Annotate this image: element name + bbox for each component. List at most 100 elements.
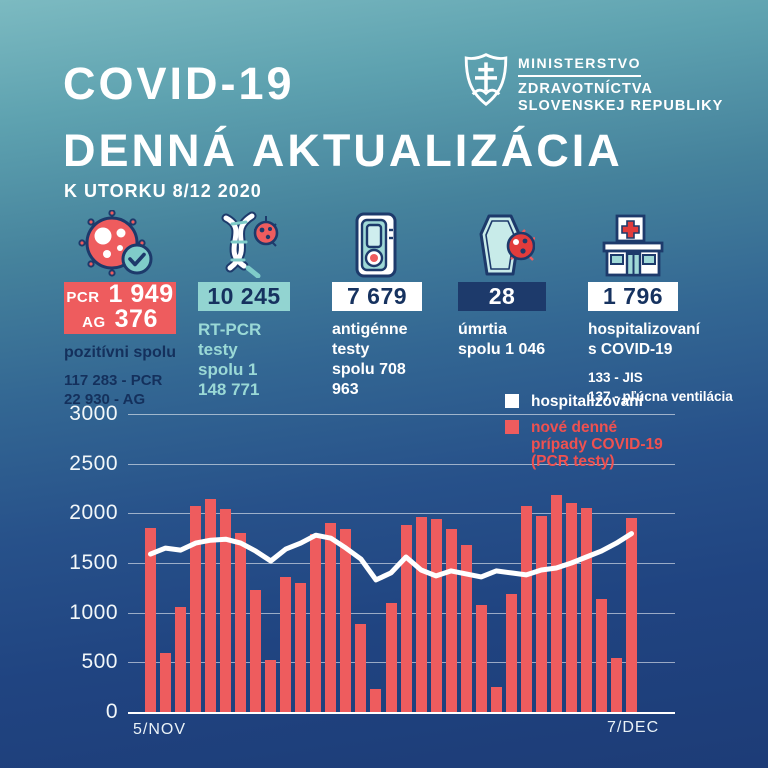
deaths-caption-line-1: úmrtia [458, 321, 507, 338]
case-bar-24 [490, 687, 502, 712]
gridline-2000 [128, 513, 675, 515]
ministry-line-2: ZDRAVOTNÍCTVA [518, 81, 653, 97]
positives-detail-ag: 22 930 - AG [64, 391, 146, 408]
x-axis-tick-end: 7/DEC [607, 719, 660, 736]
case-bar-26 [520, 505, 532, 712]
y-tick-1000: 1000 [69, 600, 118, 624]
rtpcr-value-box: 10 245 [198, 282, 290, 311]
y-tick-0: 0 [105, 700, 118, 723]
new-cases-swatch-icon [505, 420, 519, 434]
gridline-2500 [128, 463, 675, 465]
ministry-logo: MINISTERSTVO ZDRAVOTNÍCTVA SLOVENSKEJ RE… [464, 52, 723, 115]
case-bar-30 [580, 508, 592, 712]
ag-row: AG 376 [82, 304, 158, 333]
legend-new-cases-line-2: prípady COVID-19 [531, 436, 663, 453]
y-tick-3000: 3000 [69, 402, 118, 425]
deaths-caption: úmrtia spolu 1 046 [458, 320, 546, 360]
antigen-test-icon [332, 210, 422, 278]
y-tick-500: 500 [81, 650, 118, 674]
deaths-value-box: 28 [458, 282, 546, 311]
case-bar-18 [400, 525, 412, 712]
legend-new-cases-line-3: (PCR testy) [531, 453, 615, 470]
slovak-coat-of-arms-shield-icon [464, 52, 508, 115]
hospitalized-caption-line-1: hospitalizovaní [588, 321, 700, 338]
ag-label: AG [82, 313, 106, 331]
ag-value: 376 [114, 304, 158, 333]
case-bar-5 [205, 499, 217, 712]
legend-item-hospitalized: hospitalizovaní [505, 393, 663, 410]
case-bar-12 [310, 534, 322, 712]
case-bar-15 [355, 623, 367, 712]
positives-value-box: PCR 1 949 AG 376 [64, 279, 176, 334]
pcr-value: 1 949 [108, 279, 174, 308]
case-bar-25 [505, 593, 517, 712]
positives-caption: pozitívni spolu [64, 344, 176, 361]
case-bar-7 [235, 533, 247, 712]
ministry-line-3: SLOVENSKEJ REPUBLIKY [518, 98, 724, 114]
y-axis-labels: 0 500 1000 1500 2000 2500 3000 [30, 402, 118, 723]
rtpcr-caption: RT-PCR testy spolu 1 148 771 [198, 320, 290, 400]
case-bar-17 [385, 602, 397, 712]
case-bar-23 [475, 605, 487, 712]
dna-virus-icon [198, 210, 290, 278]
case-bar-13 [325, 523, 337, 712]
positives-detail-pcr: 117 283 - PCR [64, 372, 163, 389]
case-bar-19 [415, 516, 427, 712]
hospitalized-polyline [148, 531, 634, 583]
case-bar-4 [190, 506, 202, 712]
ministry-line-1: MINISTERSTVO [518, 55, 642, 77]
case-bar-32 [610, 658, 622, 712]
date-subtitle: K UTORKU 8/12 2020 [64, 181, 262, 201]
hospitalized-details: 133 - JIS 137 - pľúcna ventilácia [588, 368, 733, 406]
stat-card-hospitalized: 1 796 hospitalizovaní s COVID-19 133 - J… [588, 210, 733, 406]
case-bar-20 [430, 519, 442, 712]
title-line-1: COVID-19 [63, 58, 295, 109]
case-bar-1 [145, 528, 156, 712]
antigen-caption-line-2: spolu 708 963 [332, 361, 406, 398]
hospitalized-detail-ventilation: 137 - pľúcna ventilácia [588, 389, 733, 404]
chart-legend: hospitalizovaní nové denné prípady COVID… [505, 393, 663, 479]
case-bar-10 [280, 577, 292, 712]
case-bar-33 [626, 518, 637, 712]
antigen-value-box: 7 679 [332, 282, 422, 311]
stat-card-deaths: 28 úmrtia spolu 1 046 [458, 210, 546, 360]
positives-details: 117 283 - PCR 22 930 - AG [64, 371, 176, 409]
rtpcr-caption-line-2: spolu 1 148 771 [198, 360, 260, 399]
hospitalized-detail-icu: 133 - JIS [588, 370, 643, 385]
gridline-3000 [128, 414, 675, 415]
deaths-caption-line-2: spolu 1 046 [458, 341, 546, 358]
case-bar-27 [535, 516, 547, 712]
antigen-caption: antigénne testy spolu 708 963 [332, 320, 422, 400]
hospitalized-swatch-icon [505, 394, 519, 408]
hospitalized-line [148, 531, 634, 583]
case-bar-3 [175, 606, 187, 712]
y-tick-2500: 2500 [69, 451, 118, 475]
stat-card-antigen-tests: 7 679 antigénne testy spolu 708 963 [332, 210, 422, 400]
pcr-label: PCR [66, 288, 100, 306]
x-axis-tick-start: 5/NOV [133, 721, 187, 738]
legend-label-hospitalized: hospitalizovaní [531, 393, 643, 410]
case-bar-8 [250, 589, 262, 712]
stat-card-positives: PCR 1 949 AG 376 pozitívni spolu 117 283… [64, 210, 176, 409]
chart-plot-area [128, 414, 675, 714]
legend-new-cases-line-1: nové denné [531, 419, 618, 436]
hospitalized-caption-line-2: s COVID-19 [588, 341, 673, 358]
gridline-0 [128, 712, 675, 714]
case-bar-31 [595, 598, 607, 712]
case-bar-11 [295, 582, 307, 712]
rtpcr-caption-line-1: RT-PCR testy [198, 320, 262, 359]
case-bar-21 [445, 529, 457, 712]
ministry-name: MINISTERSTVO ZDRAVOTNÍCTVA SLOVENSKEJ RE… [518, 52, 723, 115]
case-bar-9 [265, 660, 277, 712]
coffin-virus-icon [458, 210, 546, 278]
stat-card-rtpcr-tests: 10 245 RT-PCR testy spolu 1 148 771 [198, 210, 290, 400]
page-title: COVID-19 DENNÁ AKTUALIZÁCIA [63, 50, 623, 184]
case-bar-6 [220, 508, 232, 712]
case-bar-22 [460, 545, 472, 712]
hospital-icon [588, 210, 678, 278]
pcr-row: PCR 1 949 [66, 279, 174, 308]
legend-label-new-cases: nové denné prípady COVID-19 (PCR testy) [531, 419, 663, 470]
daily-cases-bars [145, 414, 637, 712]
legend-item-new-cases: nové denné prípady COVID-19 (PCR testy) [505, 419, 663, 470]
